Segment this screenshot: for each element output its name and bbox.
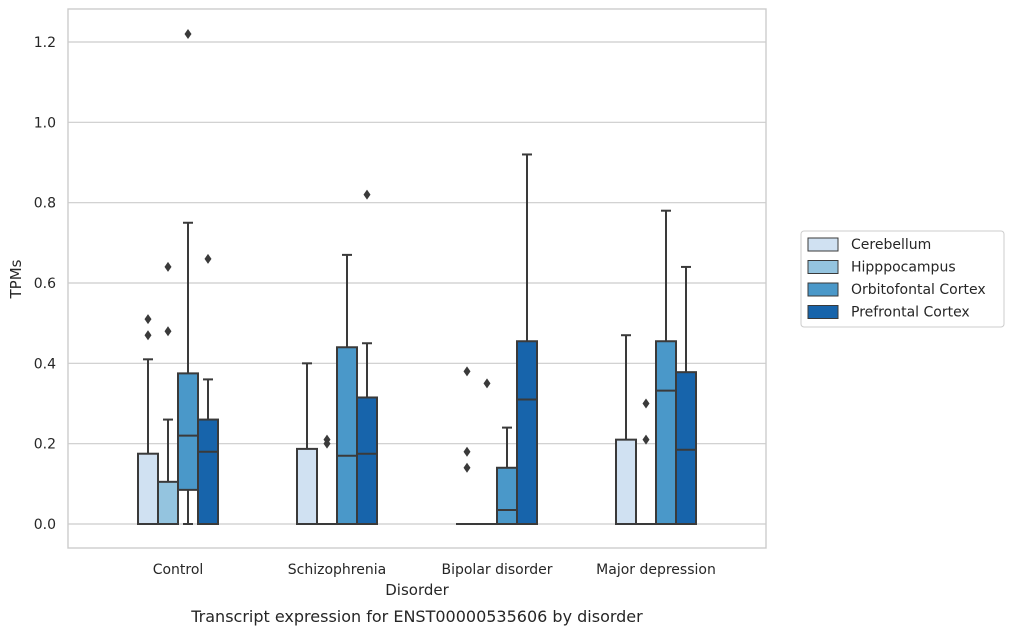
outlier-marker xyxy=(483,378,491,389)
box-cerebellum xyxy=(137,314,159,526)
legend: Cerebellum Hipppocampus Orbitofontal Corte… xyxy=(800,230,1005,328)
x-tick-label: Control xyxy=(153,562,204,578)
box-body xyxy=(615,438,637,525)
legend-label: Orbitofontal Cortex xyxy=(851,282,986,298)
legend-label: Cerebellum xyxy=(851,237,931,253)
outlier-marker xyxy=(323,434,331,445)
box-body xyxy=(516,340,538,525)
box-orbitofontal-cortex xyxy=(177,28,199,525)
box-body xyxy=(356,396,378,526)
outlier-marker xyxy=(164,261,172,272)
chart-caption: Transcript expression for ENST0000053560… xyxy=(190,607,643,626)
outlier-marker xyxy=(144,330,152,341)
legend-frame xyxy=(800,230,1005,328)
box-orbitofontal-cortex xyxy=(496,426,518,525)
box-cerebellum xyxy=(615,334,637,525)
outlier-marker xyxy=(204,253,212,264)
legend-label: Prefrontal Cortex xyxy=(851,305,970,321)
box-cerebellum xyxy=(296,362,318,525)
y-tick-labels: 0.0 0.2 0.4 0.6 0.8 1.0 1.2 xyxy=(34,35,56,533)
plot-frame xyxy=(67,8,767,549)
outlier-marker xyxy=(642,434,650,445)
box-body xyxy=(336,346,358,525)
box-body xyxy=(177,372,199,491)
boxes-layer xyxy=(137,28,697,526)
x-tick-label: Schizophrenia xyxy=(288,562,386,578)
box-hipppocampus xyxy=(476,378,498,526)
box-prefrontal-cortex xyxy=(516,153,538,525)
y-tick-label: 0.8 xyxy=(34,196,56,212)
box-body xyxy=(157,480,179,526)
box-body xyxy=(675,371,697,526)
legend-swatch xyxy=(807,260,839,274)
legend-swatch xyxy=(807,237,839,252)
x-axis-label: Disorder xyxy=(385,581,449,599)
box-body xyxy=(197,418,219,526)
box-body xyxy=(496,466,518,525)
outlier-marker xyxy=(463,366,471,377)
box-prefrontal-cortex xyxy=(675,265,697,526)
box-prefrontal-cortex xyxy=(356,189,378,526)
box-hipppocampus xyxy=(157,261,179,526)
outlier-marker xyxy=(363,189,371,200)
x-tick-labels: Control Schizophrenia Bipolar disorder Majo… xyxy=(153,562,716,578)
y-tick-label: 0.0 xyxy=(34,517,56,533)
outlier-marker xyxy=(463,462,471,473)
outlier-marker xyxy=(164,326,172,337)
y-tick-label: 0.6 xyxy=(34,276,56,292)
legend-label: Hipppocampus xyxy=(851,260,956,276)
x-tick-label: Major depression xyxy=(596,562,716,578)
y-axis-label: TPMs xyxy=(7,259,25,299)
outlier-marker xyxy=(463,446,471,457)
outlier-marker xyxy=(642,398,650,409)
legend-swatch xyxy=(807,305,839,319)
box-prefrontal-cortex xyxy=(197,253,219,526)
box-body xyxy=(655,340,677,525)
y-tick-label: 0.2 xyxy=(34,437,56,453)
y-tick-label: 1.0 xyxy=(34,115,56,131)
x-tick-label: Bipolar disorder xyxy=(441,562,552,578)
outlier-marker xyxy=(184,28,192,39)
outlier-marker xyxy=(144,314,152,325)
legend-swatch xyxy=(807,282,839,297)
y-tick-label: 0.4 xyxy=(34,356,56,372)
box-body xyxy=(137,452,159,526)
y-tick-label: 1.2 xyxy=(34,35,56,51)
box-body xyxy=(296,447,318,525)
